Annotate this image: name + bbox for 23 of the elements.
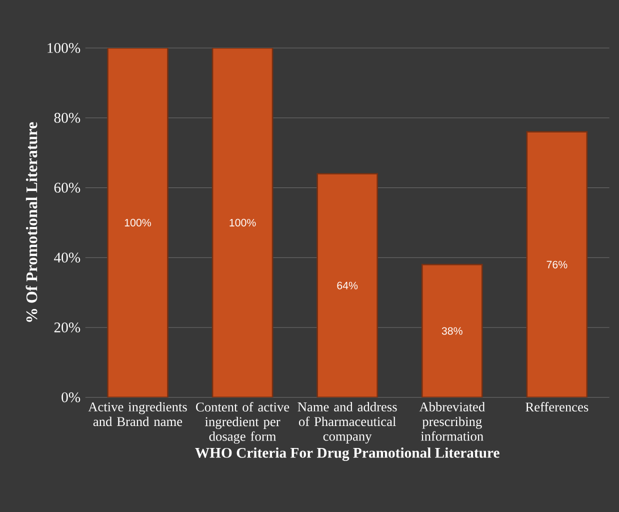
y-tick-label: 100% — [48, 43, 80, 53]
y-tick-label: 20% — [54, 322, 80, 332]
bar — [107, 48, 168, 398]
y-tick-label: 80% — [54, 112, 80, 123]
bar — [526, 131, 588, 398]
x-tick-label: Content of active ingredient per dosage form — [196, 402, 290, 444]
data-label: 38% — [442, 327, 462, 335]
x-tick-label: Name and address of Pharmaceutical company — [298, 402, 397, 444]
bar — [212, 48, 274, 398]
y-tick-label: 0% — [62, 392, 80, 402]
y-tick-label: 40% — [54, 252, 80, 263]
x-axis-title: WHO Criteria For Drug Pramotional Literature — [195, 447, 500, 461]
y-tick-label: 60% — [54, 182, 80, 193]
data-label: 76% — [546, 260, 568, 268]
x-tick-label: Refferences — [526, 402, 588, 412]
data-label: 100% — [124, 218, 151, 226]
bar — [421, 264, 483, 398]
bar — [316, 173, 378, 398]
x-tick-label: Abbreviated prescribing information — [419, 402, 485, 441]
data-label: 64% — [337, 282, 358, 290]
x-tick-label: Active ingredients and Brand name — [88, 402, 187, 426]
data-label: 100% — [230, 218, 256, 226]
y-axis-title: % Of Promotional Literature — [26, 122, 38, 322]
